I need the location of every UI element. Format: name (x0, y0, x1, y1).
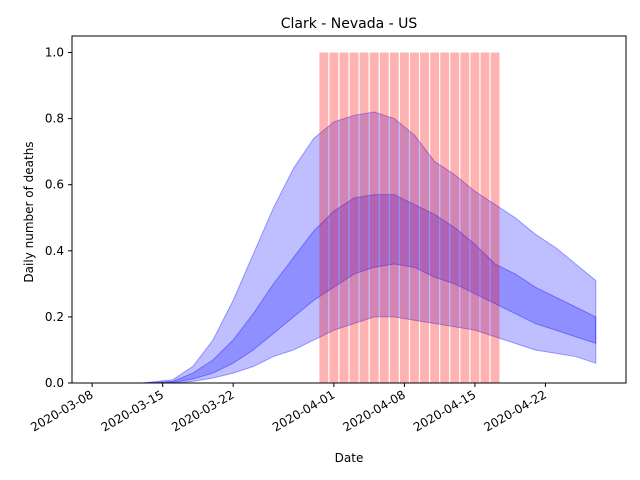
band-inner (92, 194, 597, 384)
x-tick-label-4: 2020-04-08 (340, 387, 407, 434)
x-tick-label-3: 2020-04-01 (270, 387, 337, 434)
x-tick-label-6: 2020-04-22 (482, 387, 549, 434)
highlight-bar-8 (399, 52, 409, 384)
x-axis-label: Date (335, 451, 364, 465)
y-tick-label-1: 0.2 (45, 310, 64, 324)
highlight-bar-10 (420, 52, 429, 384)
y-axis-label: Daily number of deaths (22, 141, 36, 282)
highlight-bar-16 (480, 52, 490, 384)
chart-title: Clark - Nevada - US (281, 16, 418, 32)
x-tick-label-0: 2020-03-08 (28, 387, 95, 434)
highlight-bar-3 (349, 52, 359, 384)
x-tick-label-1: 2020-03-15 (99, 387, 166, 434)
highlight-bar-7 (389, 52, 399, 384)
highlight-bar-4 (359, 52, 369, 384)
highlight-bar-17 (490, 52, 500, 384)
y-tick-label-4: 0.8 (45, 112, 64, 126)
highlight-bar-12 (440, 52, 450, 384)
highlight-bar-9 (410, 52, 419, 384)
x-tick-label-2: 2020-03-22 (169, 387, 236, 434)
y-tick-label-3: 0.6 (45, 178, 64, 192)
x-tick-label-5: 2020-04-15 (411, 387, 478, 434)
y-tick-label-5: 1.0 (45, 46, 64, 60)
highlight-bar-14 (460, 52, 470, 384)
highlight-bar-13 (450, 52, 460, 384)
highlight-bar-2 (339, 52, 349, 384)
y-tick-label-0: 0.0 (45, 376, 64, 390)
highlight-bar-1 (329, 52, 339, 384)
highlight-bar-0 (319, 52, 329, 384)
highlight-bar-11 (430, 52, 440, 384)
y-tick-label-2: 0.4 (45, 244, 64, 258)
highlight-bar-6 (379, 52, 389, 384)
band-outer (92, 111, 597, 384)
highlight-bar-5 (369, 52, 379, 384)
highlight-bar-15 (470, 52, 480, 384)
plot-frame (71, 35, 627, 384)
plot-area (92, 52, 597, 384)
